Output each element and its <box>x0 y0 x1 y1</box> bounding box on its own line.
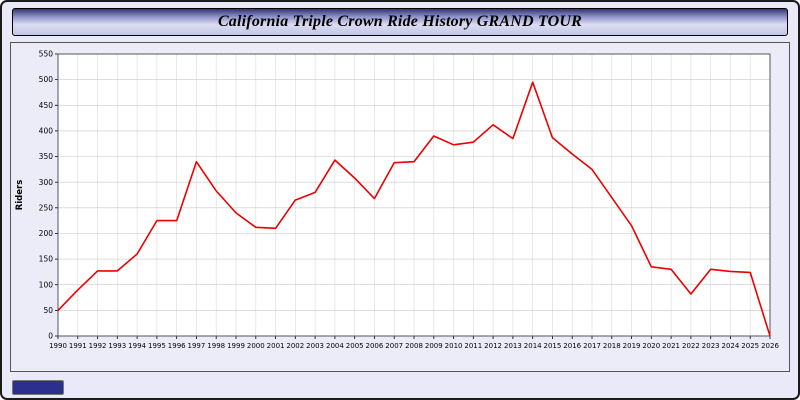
svg-text:2026: 2026 <box>761 342 779 350</box>
svg-text:2022: 2022 <box>682 342 700 350</box>
svg-text:2002: 2002 <box>286 342 304 350</box>
svg-text:2007: 2007 <box>385 342 403 350</box>
svg-text:1990: 1990 <box>49 342 67 350</box>
svg-text:2011: 2011 <box>464 342 482 350</box>
svg-text:2021: 2021 <box>662 342 680 350</box>
svg-text:Riders: Riders <box>15 180 25 211</box>
svg-text:500: 500 <box>39 75 54 84</box>
svg-text:2018: 2018 <box>603 342 621 350</box>
svg-text:2009: 2009 <box>425 342 443 350</box>
svg-text:1994: 1994 <box>128 342 146 350</box>
svg-text:450: 450 <box>39 101 54 110</box>
svg-text:2014: 2014 <box>524 342 542 350</box>
svg-text:1997: 1997 <box>187 342 205 350</box>
svg-text:2015: 2015 <box>543 342 561 350</box>
svg-text:2010: 2010 <box>445 342 463 350</box>
svg-text:2025: 2025 <box>741 342 759 350</box>
svg-text:2020: 2020 <box>642 342 660 350</box>
svg-text:2001: 2001 <box>267 342 285 350</box>
svg-text:150: 150 <box>39 255 54 264</box>
svg-text:1993: 1993 <box>108 342 126 350</box>
svg-text:2000: 2000 <box>247 342 265 350</box>
page-title: California Triple Crown Ride History GRA… <box>217 13 583 30</box>
chart-title-bar: California Triple Crown Ride History GRA… <box>12 8 788 36</box>
svg-text:50: 50 <box>43 306 53 315</box>
svg-text:1995: 1995 <box>148 342 166 350</box>
svg-text:2006: 2006 <box>365 342 383 350</box>
svg-text:2005: 2005 <box>346 342 364 350</box>
svg-text:400: 400 <box>39 127 54 136</box>
svg-text:350: 350 <box>39 152 54 161</box>
svg-text:1991: 1991 <box>69 342 87 350</box>
svg-text:2003: 2003 <box>306 342 324 350</box>
svg-text:0: 0 <box>48 332 53 341</box>
svg-text:250: 250 <box>39 203 54 212</box>
svg-text:2023: 2023 <box>702 342 720 350</box>
svg-text:2013: 2013 <box>504 342 522 350</box>
svg-text:1996: 1996 <box>168 342 186 350</box>
footer-button[interactable] <box>12 380 64 395</box>
svg-text:2019: 2019 <box>623 342 641 350</box>
svg-text:2024: 2024 <box>721 342 739 350</box>
svg-text:100: 100 <box>39 280 54 289</box>
svg-text:2004: 2004 <box>326 342 344 350</box>
svg-text:2008: 2008 <box>405 342 423 350</box>
svg-text:300: 300 <box>39 178 54 187</box>
svg-text:1999: 1999 <box>227 342 245 350</box>
svg-text:2012: 2012 <box>484 342 502 350</box>
svg-text:2016: 2016 <box>563 342 581 350</box>
svg-text:550: 550 <box>39 50 54 59</box>
svg-text:1992: 1992 <box>89 342 107 350</box>
chart-panel: 0 50 100 150 200 250 300 350 400 450 500 550 1990 199… <box>10 42 790 372</box>
svg-text:1998: 1998 <box>207 342 225 350</box>
svg-text:200: 200 <box>39 229 54 238</box>
svg-text:2017: 2017 <box>583 342 601 350</box>
